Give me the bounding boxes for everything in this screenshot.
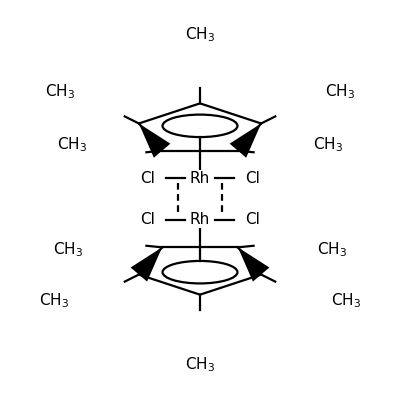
Text: Rh: Rh xyxy=(190,212,210,227)
Text: CH$_3$: CH$_3$ xyxy=(45,82,75,101)
Polygon shape xyxy=(139,124,170,158)
Text: CH$_3$: CH$_3$ xyxy=(53,240,83,259)
Polygon shape xyxy=(131,247,162,282)
Text: Cl: Cl xyxy=(245,171,260,186)
Text: Cl: Cl xyxy=(140,212,155,227)
Text: CH$_3$: CH$_3$ xyxy=(185,355,215,374)
Text: CH$_3$: CH$_3$ xyxy=(39,291,69,310)
Text: CH$_3$: CH$_3$ xyxy=(317,240,347,259)
Text: Cl: Cl xyxy=(245,212,260,227)
Polygon shape xyxy=(230,124,261,158)
Text: CH$_3$: CH$_3$ xyxy=(325,82,355,101)
Text: CH$_3$: CH$_3$ xyxy=(185,26,215,44)
Text: Rh: Rh xyxy=(190,171,210,186)
Text: CH$_3$: CH$_3$ xyxy=(57,136,87,154)
Text: Cl: Cl xyxy=(140,171,155,186)
Polygon shape xyxy=(238,247,269,282)
Text: CH$_3$: CH$_3$ xyxy=(331,291,361,310)
Text: CH$_3$: CH$_3$ xyxy=(313,136,343,154)
